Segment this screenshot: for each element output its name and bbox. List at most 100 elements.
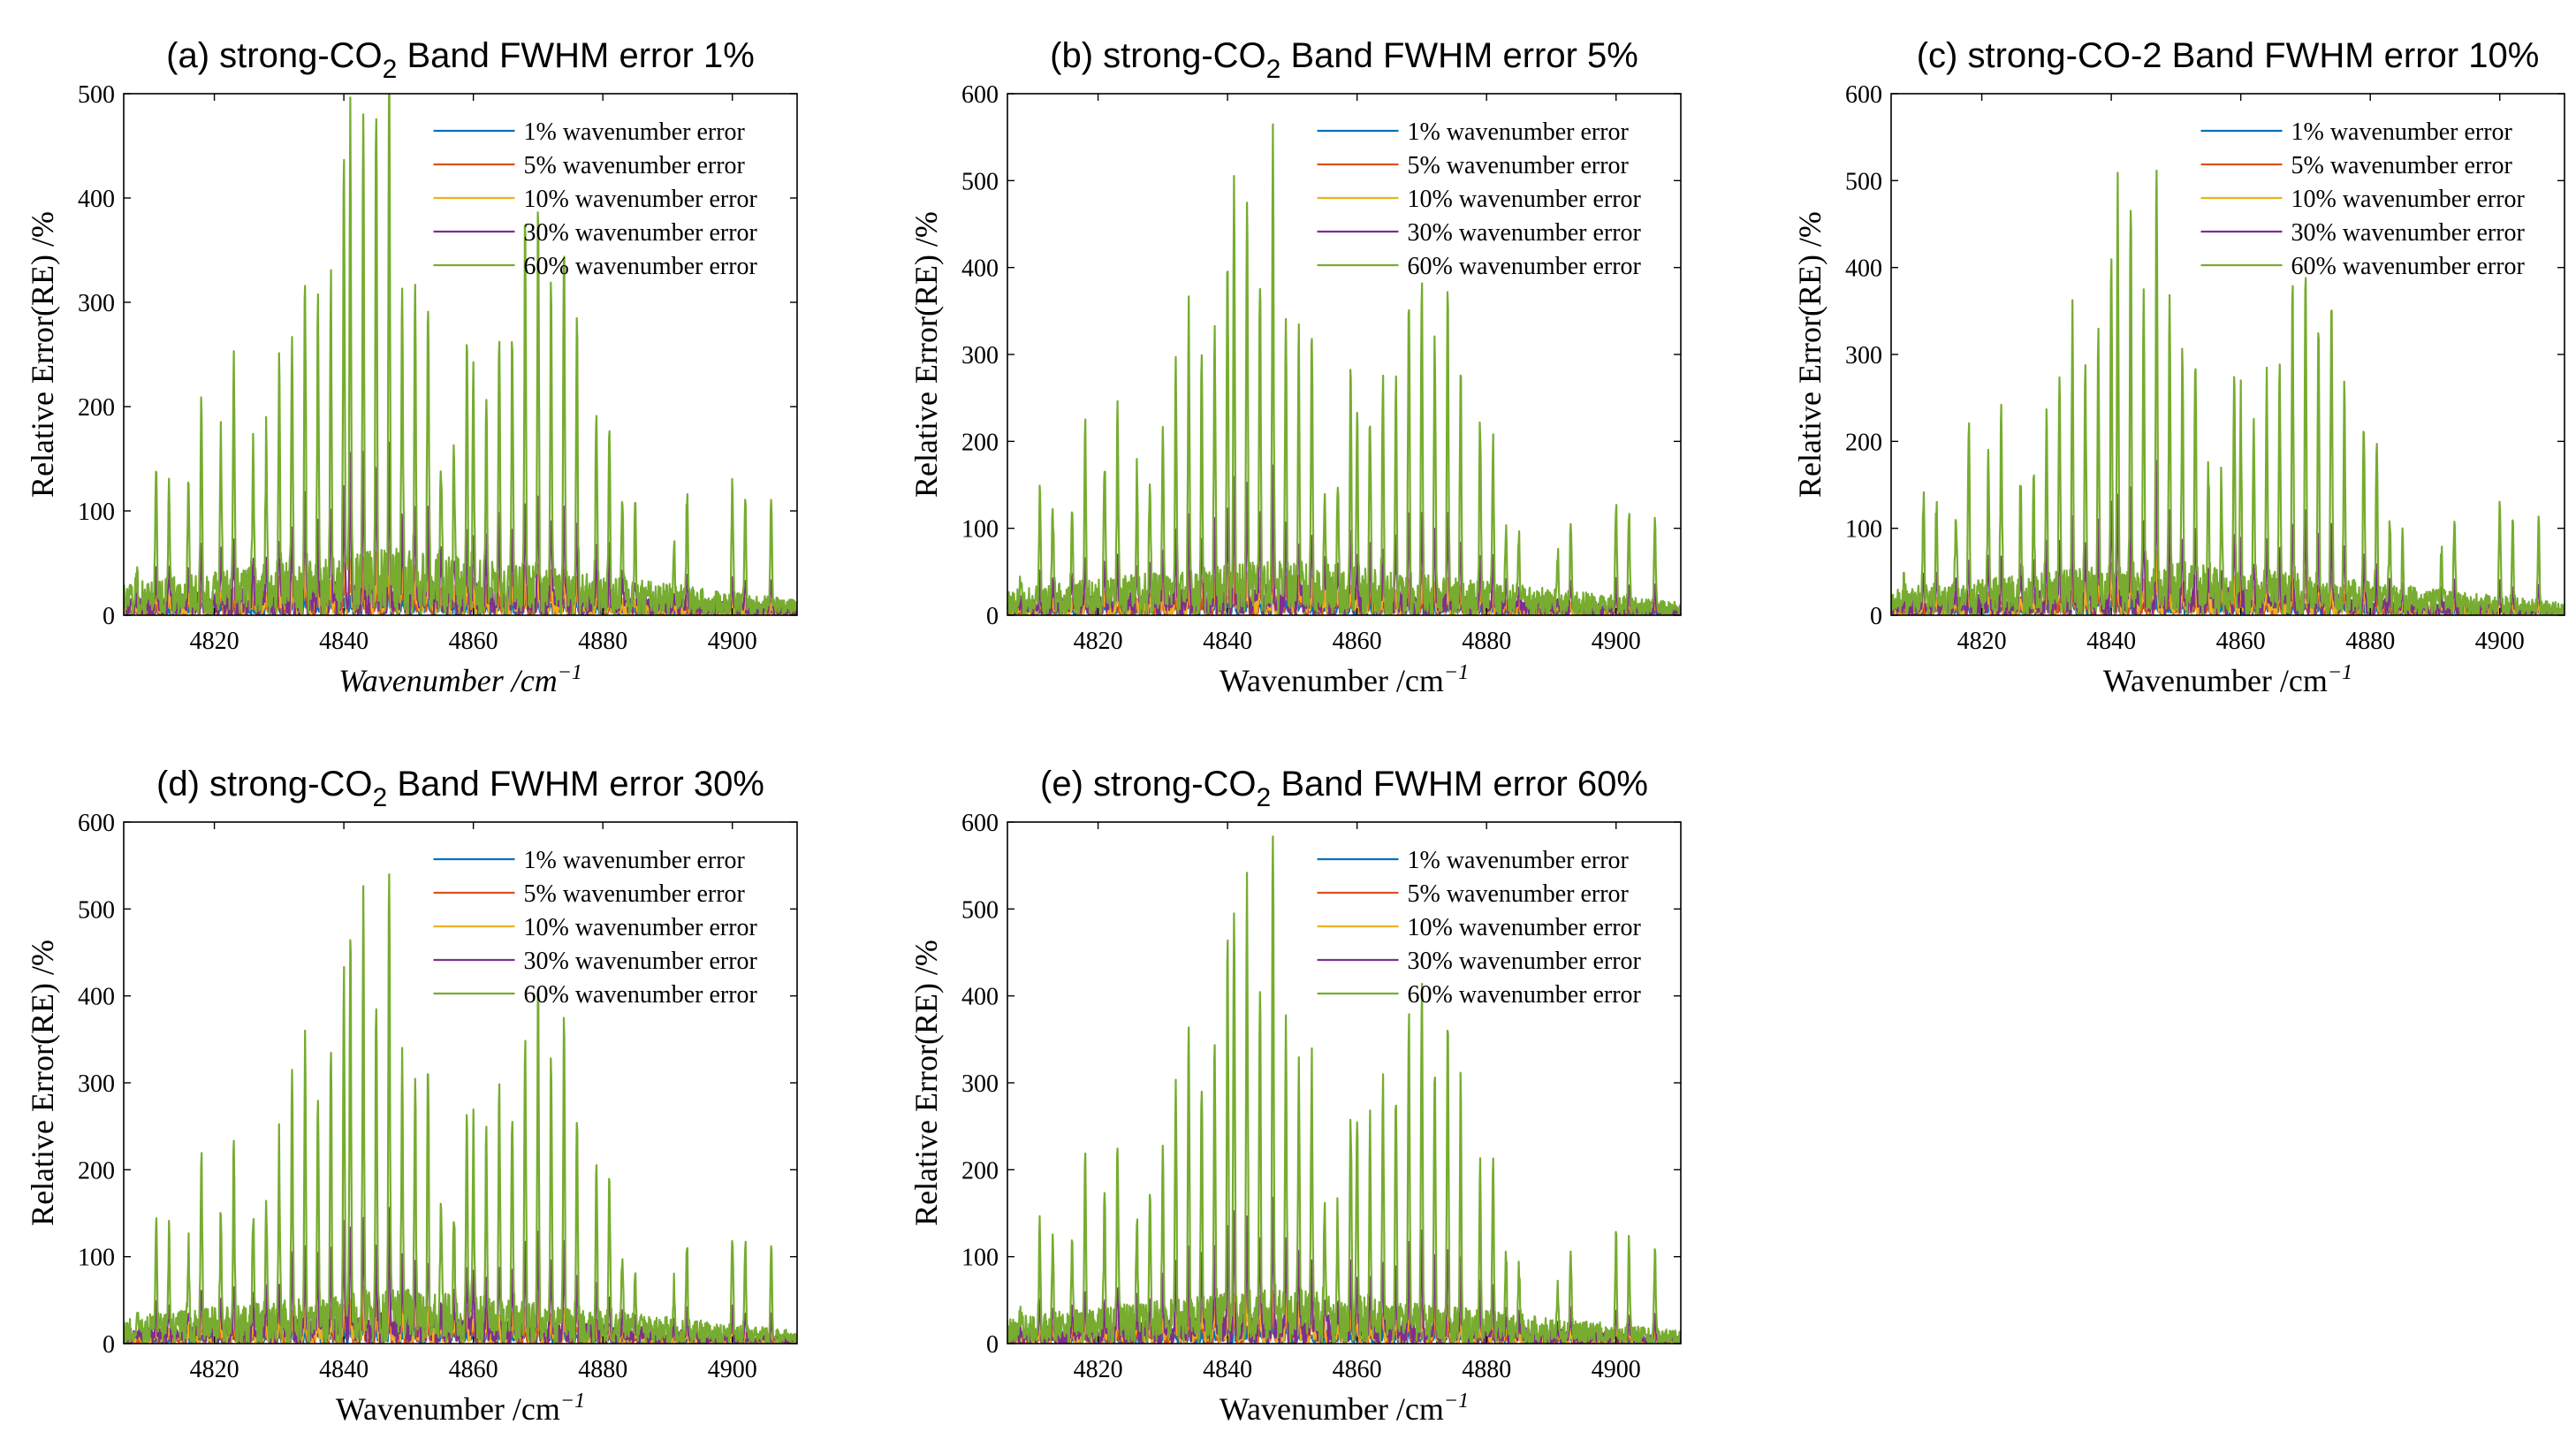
panel-title: (c) strong-CO-2 Band FWHM error 10% [1917,36,2540,75]
y-tick-label: 400 [961,255,999,283]
panel-title-subscript: 2 [373,783,388,812]
legend-entry: 30% wavenumber error [1408,219,1642,247]
x-tick-label: 4860 [1333,1356,1382,1383]
x-tick-label: 4880 [1462,628,1511,655]
series-line-5 [1007,123,1681,615]
y-tick-label: 0 [986,603,999,630]
legend-entry: 5% wavenumber error [1408,880,1630,908]
legend-entry: 30% wavenumber error [1408,948,1642,975]
x-tick-label: 4860 [449,628,498,655]
legend-entry: 10% wavenumber error [2291,186,2526,213]
series-line-5 [124,94,797,615]
panel-title-main: (e) strong-CO [1040,765,1257,803]
y-tick-label: 0 [986,1331,999,1359]
y-tick-label: 600 [961,81,999,109]
y-tick-label: 400 [78,984,115,1011]
y-axis-label: Relative Error(RE) /% [1792,211,1828,498]
y-tick-label: 100 [961,516,999,544]
panel-title-suffix: Band FWHM error 60% [1271,765,1648,803]
plot-area [1007,123,1681,615]
legend-entry: 5% wavenumber error [2291,152,2513,179]
panel-b: (b) strong-CO2 Band FWHM error 5% 4820 484… [908,36,1682,698]
panel-a: (a) strong-CO2 Band FWHM error 1% 4820 484… [25,36,798,698]
legend-entry: 5% wavenumber error [524,152,746,179]
axes-frame [123,93,798,616]
series-line-5 [1007,835,1681,1344]
y-tick-label: 100 [78,499,115,526]
x-tick-label: 4900 [708,1356,757,1383]
x-axis-label: Wavenumber /cm−1 [2103,661,2352,698]
x-axis-label: Wavenumber /cm−1 [1220,1390,1469,1427]
panel-title: (e) strong-CO2 Band FWHM error 60% [1040,765,1648,812]
x-axis-label-exponent: −1 [558,661,582,684]
x-tick-label: 4880 [578,1356,627,1383]
x-tick-label: 4900 [1592,1356,1641,1383]
panel-title: (a) strong-CO2 Band FWHM error 1% [166,36,755,84]
legend-entry: 1% wavenumber error [1408,118,1630,146]
y-tick-label: 100 [78,1245,115,1272]
y-tick-label: 0 [103,1331,115,1359]
y-tick-label: 500 [78,896,115,924]
legend-entry: 10% wavenumber error [1408,186,1642,213]
panel-title-suffix: Band FWHM error 30% [387,765,764,803]
y-axis-label: Relative Error(RE) /% [908,211,944,498]
legend-entry: 5% wavenumber error [1408,152,1630,179]
panel-title-subscript: 2 [383,55,398,84]
x-tick-label: 4840 [2086,628,2136,655]
legend-entry: 60% wavenumber error [1408,253,1642,280]
y-tick-label: 500 [1845,168,1882,195]
plot-area [124,94,797,615]
x-axis-label-exponent: −1 [560,1390,585,1413]
x-tick-label: 4840 [1203,1356,1252,1383]
x-tick-label: 4900 [1592,628,1641,655]
x-axis-label-main: Wavenumber /cm [2103,663,2328,698]
y-axis-label: Relative Error(RE) /% [908,940,944,1226]
legend-entry: 5% wavenumber error [524,880,746,908]
y-tick-label: 100 [1845,516,1882,544]
panel-e: (e) strong-CO2 Band FWHM error 60% 4820 48… [908,765,1682,1427]
y-tick-label: 400 [78,186,115,213]
x-tick-label: 4820 [1957,628,2007,655]
panel-title: (d) strong-CO2 Band FWHM error 30% [156,765,764,812]
x-axis-label: Wavenumber /cm−1 [1220,661,1469,698]
panel-title-main: (d) strong-CO [156,765,373,803]
y-tick-label: 300 [961,1070,999,1098]
x-tick-label: 4860 [449,1356,498,1383]
legend-entry: 10% wavenumber error [524,186,758,213]
panel-title-main: (a) strong-CO [166,36,383,75]
x-tick-label: 4820 [190,1356,239,1383]
panel-title-suffix: Band FWHM error 5% [1280,36,1638,75]
legend-entry: 10% wavenumber error [1408,914,1642,941]
y-tick-label: 0 [103,603,115,630]
x-tick-label: 4880 [2345,628,2395,655]
x-axis-label-main: Wavenumber /cm [336,1391,560,1427]
panel-title-subscript: 2 [1257,783,1272,812]
panel-d: (d) strong-CO2 Band FWHM error 30% 4820 48… [25,765,798,1427]
y-tick-label: 400 [1845,255,1882,283]
x-axis-label-exponent: −1 [1444,661,1469,684]
legend-entry: 30% wavenumber error [2291,219,2526,247]
y-tick-label: 200 [1845,429,1882,456]
series-line-5 [124,872,797,1344]
y-tick-label: 0 [1870,603,1882,630]
plot-area [124,872,797,1344]
legend-entry: 1% wavenumber error [1408,847,1630,874]
plot-area [1891,169,2565,615]
x-tick-label: 4900 [2475,628,2525,655]
x-tick-label: 4840 [319,1356,369,1383]
legend-entry: 60% wavenumber error [524,981,758,1009]
y-tick-label: 200 [78,394,115,422]
y-tick-label: 600 [961,810,999,837]
legend-entry: 1% wavenumber error [2291,118,2513,146]
x-axis-label-main: Wavenumber /cm [338,663,558,698]
y-tick-label: 300 [1845,342,1882,369]
y-tick-label: 200 [961,1157,999,1184]
legend-entry: 60% wavenumber error [2291,253,2526,280]
y-tick-label: 200 [961,429,999,456]
plot-area [1007,835,1681,1344]
panel-title-subscript: 2 [1266,55,1281,84]
x-tick-label: 4820 [190,628,239,655]
legend-entry: 30% wavenumber error [524,948,758,975]
panel-title-main: (b) strong-CO [1050,36,1266,75]
